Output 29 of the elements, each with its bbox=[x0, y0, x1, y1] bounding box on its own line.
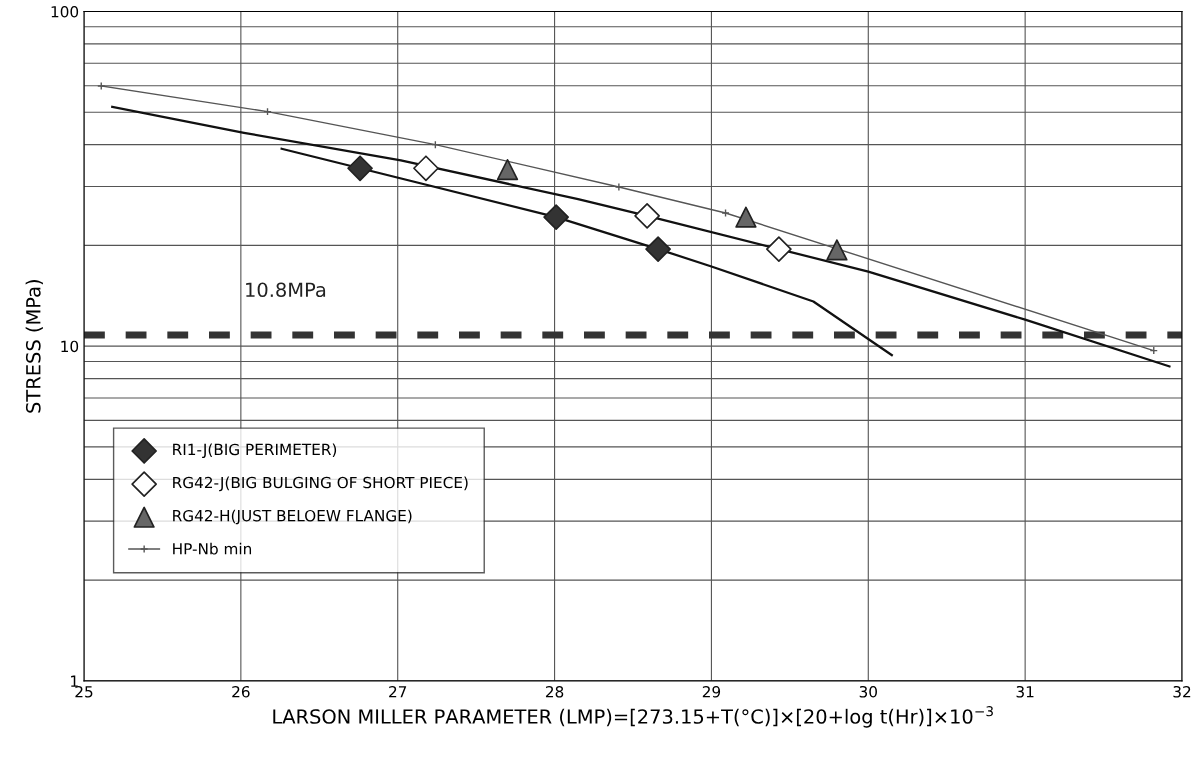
y-axis-title: STRESS (MPa) bbox=[25, 280, 43, 413]
x-tick-label: 28 bbox=[545, 685, 564, 698]
point bbox=[634, 203, 660, 229]
ref-line-label: 10.8MPa bbox=[246, 282, 326, 298]
y-tick-label: 100 bbox=[51, 5, 79, 18]
legend-label: RI1-J(BIG PERIMETER) bbox=[173, 443, 337, 459]
point bbox=[347, 155, 373, 182]
x-tick-label: 31 bbox=[1016, 685, 1034, 698]
x-tick-label: 27 bbox=[389, 685, 407, 698]
legend-label: RG42-H(JUST BELOEW FLANGE) bbox=[173, 509, 412, 525]
legend-label: HP-Nb min bbox=[173, 542, 252, 555]
x-tick-label: 30 bbox=[859, 685, 877, 698]
legend-label: RG42-J(BIG BULGING OF SHORT PIECE) bbox=[173, 476, 468, 492]
x-tick-label: 26 bbox=[232, 685, 250, 698]
point bbox=[721, 208, 730, 218]
x-tick-label: 32 bbox=[1173, 685, 1191, 698]
point bbox=[645, 236, 671, 262]
y-tick-label: 1 bbox=[71, 675, 78, 687]
point bbox=[735, 206, 757, 228]
x-tick-label: 25 bbox=[75, 685, 93, 698]
x-axis-title: LARSON MILLER PARAMETER (LMP)=[273.15+T(°C)]×[20+log t(Hr)]×10$^{−3}$ bbox=[273, 706, 993, 728]
y-tick-label: 10 bbox=[61, 340, 79, 353]
x-tick-label: 29 bbox=[702, 685, 721, 698]
point bbox=[766, 236, 792, 262]
point bbox=[97, 81, 106, 91]
point bbox=[543, 204, 570, 230]
point bbox=[413, 155, 439, 182]
point bbox=[496, 158, 519, 181]
point bbox=[826, 239, 848, 261]
